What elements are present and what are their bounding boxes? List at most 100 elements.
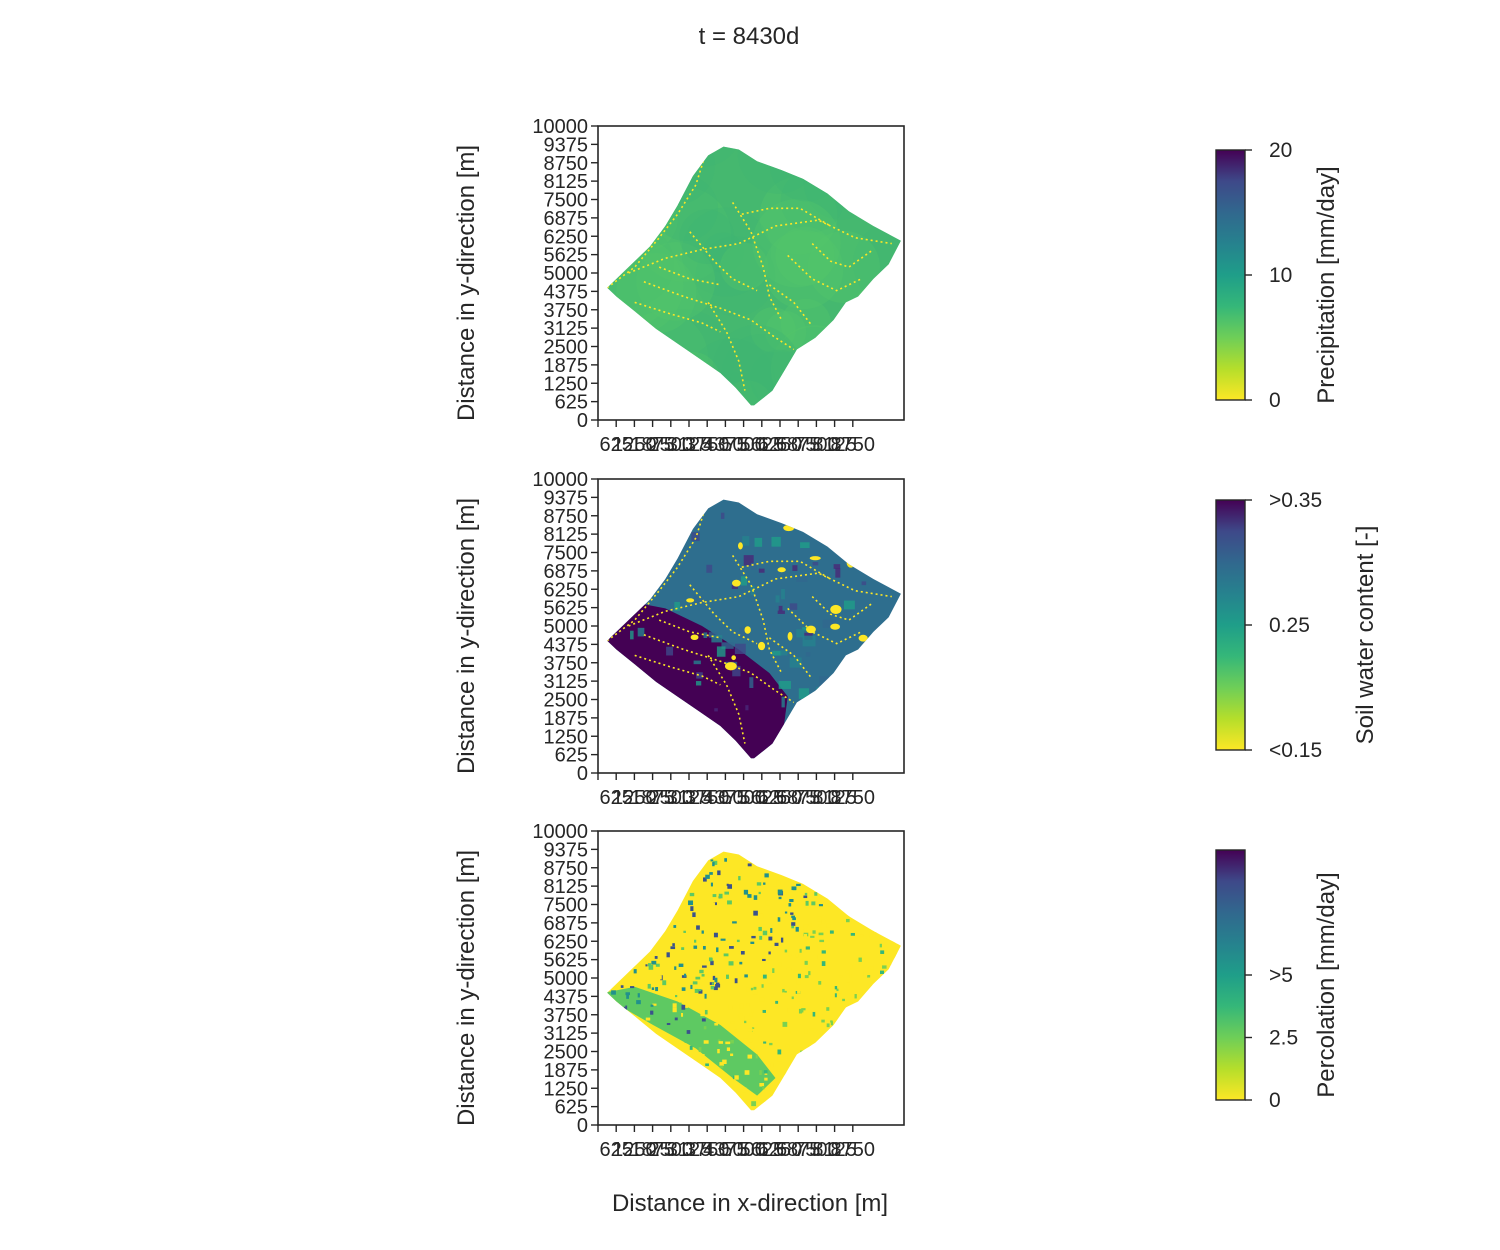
percolation-cell bbox=[704, 1009, 708, 1015]
percolation-cell bbox=[684, 973, 687, 977]
percolation-cell bbox=[795, 953, 799, 958]
x-tick-label: 8125 bbox=[812, 787, 857, 809]
percolation-cell bbox=[620, 985, 624, 988]
y-axis-label: Distance in y-direction [m] bbox=[453, 850, 480, 1126]
stream-line bbox=[811, 596, 874, 621]
percolation-cell bbox=[741, 1087, 747, 1093]
soil-patch bbox=[711, 635, 723, 643]
percolation-cell bbox=[871, 985, 876, 990]
x-tick-label: 8125 bbox=[812, 434, 857, 456]
percolation-cell bbox=[701, 930, 704, 934]
percolation-cell bbox=[805, 969, 809, 973]
percolation-cell bbox=[666, 1022, 671, 1026]
percolation-cell bbox=[777, 952, 780, 956]
percolation-cell bbox=[759, 935, 763, 940]
soil-patch bbox=[703, 632, 708, 639]
x-tick-label: 7500 bbox=[794, 1139, 839, 1161]
percolation-cell bbox=[734, 1029, 738, 1033]
basin-area bbox=[607, 146, 901, 406]
percolation-cell bbox=[777, 889, 783, 895]
percolation-cell bbox=[711, 982, 714, 985]
percolation-cell bbox=[762, 930, 768, 936]
percolation-cell bbox=[843, 1004, 847, 1009]
percolation-cell bbox=[809, 1028, 814, 1031]
precip-patch bbox=[712, 324, 801, 406]
percolation-cell bbox=[804, 975, 809, 979]
basin-field bbox=[607, 858, 900, 1107]
percolation-cell bbox=[861, 972, 865, 976]
y-axis-label: Distance in y-direction [m] bbox=[453, 498, 480, 774]
stream-line bbox=[689, 231, 758, 292]
x-tick-label: 8125 bbox=[812, 1139, 857, 1161]
soil-patch bbox=[714, 708, 718, 712]
percolation-cell bbox=[755, 1054, 758, 1059]
percolation-cell bbox=[766, 958, 772, 961]
percolation-cell bbox=[839, 975, 843, 978]
percolation-cell bbox=[720, 938, 726, 941]
percolation-cell bbox=[645, 964, 648, 967]
x-tick-label: 1250 bbox=[612, 1139, 657, 1161]
stream-line bbox=[689, 584, 758, 645]
soil-patch bbox=[630, 630, 634, 640]
y-tick-label: 3125 bbox=[544, 1023, 589, 1045]
dry-spot bbox=[783, 524, 795, 532]
percolation-cell bbox=[827, 1001, 831, 1007]
percolation-cell bbox=[739, 1015, 745, 1021]
x-tick-label: 8750 bbox=[831, 787, 876, 809]
percolation-cell bbox=[812, 930, 816, 934]
stream-line bbox=[658, 619, 721, 639]
y-tick-label: 9375 bbox=[544, 487, 589, 509]
percolation-cell bbox=[726, 974, 729, 979]
y-axis: 0625125018752500312537504375500056256250… bbox=[532, 469, 598, 785]
percolation-cell bbox=[776, 880, 781, 886]
percolation-cell bbox=[724, 858, 727, 862]
y-tick-label: 3125 bbox=[544, 671, 589, 693]
percolation-cell bbox=[675, 994, 678, 998]
percolation-cell bbox=[763, 882, 766, 885]
percolation-cell bbox=[775, 1000, 779, 1004]
percolation-cell bbox=[778, 896, 782, 900]
y-axis: 0625125018752500312537504375500056256250… bbox=[532, 821, 598, 1137]
dry-spot bbox=[830, 604, 842, 614]
percolation-cell bbox=[791, 1006, 795, 1009]
percolation-cell bbox=[705, 1063, 709, 1067]
percolation-cell bbox=[798, 1008, 803, 1014]
soil-patch bbox=[754, 537, 763, 547]
stream-line bbox=[628, 219, 892, 274]
percolation-cell bbox=[791, 886, 797, 891]
stream-line bbox=[741, 207, 832, 227]
colorbar-tick-label: <0.15 bbox=[1269, 739, 1322, 762]
percolation-cell bbox=[736, 939, 740, 943]
colorbar-label: Percolation [mm/day] bbox=[1313, 872, 1340, 1097]
percolation-cell bbox=[770, 993, 774, 998]
y-tick-label: 10000 bbox=[532, 821, 588, 843]
percolation-cell bbox=[689, 892, 695, 897]
percolation-cell bbox=[746, 1003, 750, 1007]
percolation-cell bbox=[750, 941, 755, 944]
x-tick-label: 5625 bbox=[740, 1139, 785, 1161]
dry-spot bbox=[806, 625, 816, 634]
percolation-cell bbox=[688, 900, 694, 906]
percolation-cell bbox=[777, 1049, 782, 1055]
percolation-cell bbox=[747, 1028, 753, 1032]
percolation-cell bbox=[757, 1100, 760, 1103]
percolation-cell bbox=[728, 1005, 733, 1010]
percolation-cell bbox=[674, 966, 677, 970]
percolation-cell bbox=[752, 1028, 755, 1034]
percolation-cell bbox=[623, 1005, 628, 1010]
percolation-cell bbox=[805, 900, 809, 906]
percolation-cell bbox=[650, 1004, 654, 1007]
percolation-cell bbox=[770, 928, 773, 933]
percolation-cell bbox=[744, 1070, 750, 1075]
percolation-cell bbox=[701, 1054, 705, 1060]
dry-spot bbox=[690, 634, 699, 641]
soil-patch bbox=[739, 627, 750, 638]
y-tick-label: 5000 bbox=[544, 616, 589, 638]
percolation-cell bbox=[730, 1053, 734, 1057]
x-tick-label: 2500 bbox=[649, 787, 694, 809]
percolation-cell bbox=[655, 987, 659, 992]
percolation-cell bbox=[808, 971, 811, 976]
percolation-cell bbox=[880, 970, 885, 975]
percolation-cell bbox=[709, 872, 713, 875]
soil-patch bbox=[693, 660, 701, 665]
